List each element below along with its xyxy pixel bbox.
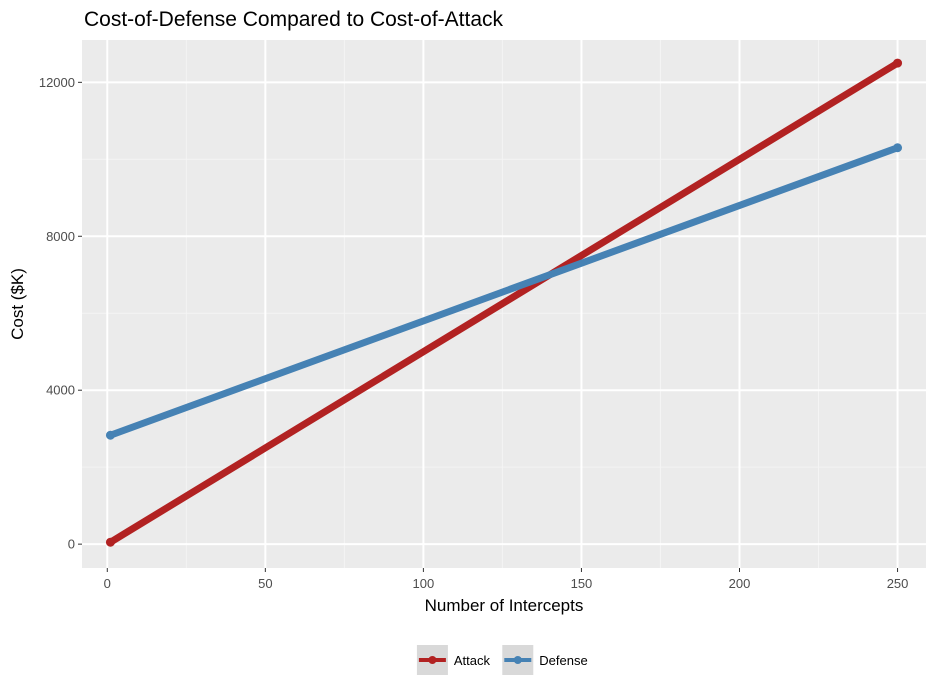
legend-label-attack: Attack [454,653,491,668]
x-tick-label: 200 [729,576,751,591]
legend: Attack Defense [416,645,588,675]
x-axis-title: Number of Intercepts [425,596,584,615]
series-point-defense [893,143,903,153]
series-line-defense [106,144,902,439]
series-point-defense [105,430,115,440]
legend-key-point [428,656,437,664]
legend-key-point [513,656,522,664]
y-axis-title: Cost ($K) [8,268,27,340]
series-line-attack [106,59,902,546]
chart-title: Cost-of-Defense Compared to Cost-of-Atta… [84,8,503,31]
series-point-attack [105,537,115,547]
series-point-attack [893,58,903,68]
x-tick-label: 150 [571,576,593,591]
x-tick-label: 250 [887,576,909,591]
legend-label-defense: Defense [539,653,587,668]
y-tick-label: 0 [68,537,75,552]
x-tick-label: 50 [258,576,272,591]
series-layer [105,58,903,547]
x-tick-label: 0 [104,576,111,591]
y-axis-ticks: 0 4000 8000 12000 [39,75,82,552]
major-gridlines [82,40,926,568]
x-tick-label: 100 [413,576,435,591]
y-tick-label: 4000 [46,383,75,398]
y-tick-label: 12000 [39,75,75,90]
x-axis-ticks: 0 50 100 150 200 250 [104,568,909,591]
y-tick-label: 8000 [46,229,75,244]
